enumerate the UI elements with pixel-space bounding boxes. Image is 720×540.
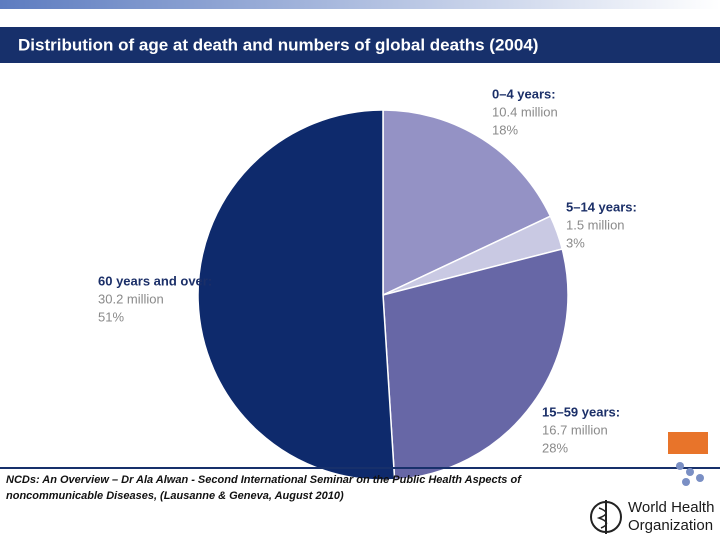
logo-text: World Health: [628, 499, 714, 516]
slice-label: 0–4 years:: [492, 86, 556, 101]
deaths-label: 16.7 million: [542, 422, 608, 437]
percent-label: 3%: [566, 235, 585, 250]
top-band: [0, 0, 720, 9]
orange-badge: [668, 432, 708, 454]
deaths-label: 30.2 million: [98, 291, 164, 306]
title-bar: [0, 27, 720, 63]
citation: noncommunicable Diseases, (Lausanne & Ge…: [6, 490, 344, 502]
slice-label: 60 years and over:: [98, 273, 212, 288]
pie-slice: [197, 109, 396, 481]
pie: [197, 109, 569, 481]
logo-text: Organization: [628, 517, 713, 534]
chart-title: Distribution of age at death and numbers…: [18, 35, 538, 54]
percent-label: 51%: [98, 309, 124, 324]
who-emblem: [590, 500, 622, 534]
pie-slice: [382, 248, 569, 481]
percent-label: 28%: [542, 440, 568, 455]
slice-label: 15–59 years:: [542, 404, 620, 419]
labels: 0–4 years: 10.4 million 18% 5–14 years: 1.5 …: [98, 86, 637, 455]
percent-label: 18%: [492, 122, 518, 137]
slice-label: 5–14 years:: [566, 199, 637, 214]
deaths-label: 10.4 million: [492, 104, 558, 119]
pie-slice: [382, 109, 552, 297]
citation: NCDs: An Overview – Dr Ala Alwan - Secon…: [6, 474, 522, 486]
deaths-label: 1.5 million: [566, 217, 625, 232]
decor-dots: [676, 462, 704, 486]
